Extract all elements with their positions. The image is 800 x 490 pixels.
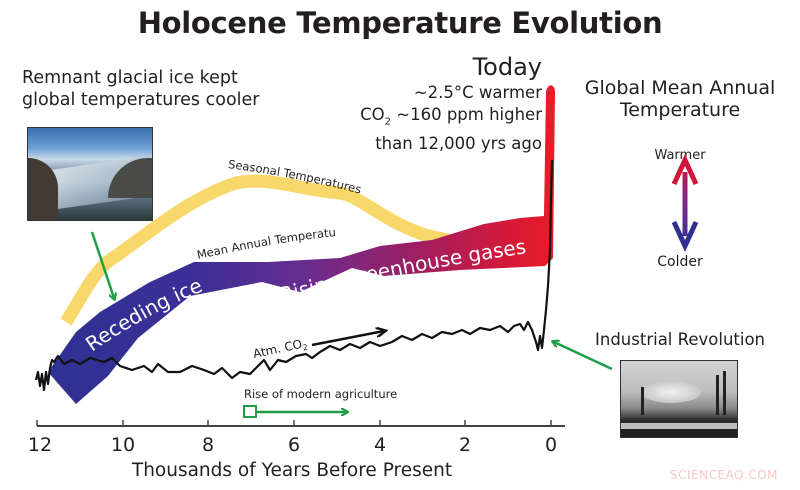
smokestack <box>723 371 726 415</box>
tick-label: 2 <box>459 434 471 456</box>
x-axis-tick-labels: 12 10 8 6 4 2 0 <box>28 434 557 456</box>
tick-label: 12 <box>28 434 52 456</box>
glacier-photo <box>27 127 153 221</box>
watermark: SCIENCEAQ.COM <box>670 468 778 482</box>
factory-water <box>621 423 737 429</box>
warmer-colder-arrow-icon <box>671 153 699 253</box>
temperature-scale-title: Global Mean Annual Temperature <box>575 77 785 121</box>
tick-label: 0 <box>545 434 557 456</box>
industrial-pointer-arrow <box>554 342 613 371</box>
today-heading: Today <box>472 53 542 81</box>
agriculture-start-marker <box>243 405 257 418</box>
seasonal-temperatures-band <box>60 174 482 326</box>
page-title: Holocene Temperature Evolution <box>137 6 663 40</box>
co2-trend-arrow <box>311 331 384 347</box>
smokestack <box>716 375 719 415</box>
atm-co2-line <box>34 159 554 392</box>
tick-label: 6 <box>288 434 300 456</box>
warmer-label: Warmer <box>654 148 706 163</box>
glacial-ice-note: Remnant glacial ice kept global temperat… <box>22 67 259 111</box>
mean-annual-temperatures-band <box>48 85 555 404</box>
x-axis-label: Thousands of Years Before Present <box>131 460 452 481</box>
industrial-revolution-label: Industrial Revolution <box>595 330 766 349</box>
x-axis <box>36 420 565 427</box>
glacier-pointer-arrow <box>90 231 114 298</box>
today-warming-text: ~2.5°C warmer <box>413 83 542 102</box>
industrial-factory-photo <box>620 360 738 438</box>
factory-smoke <box>641 381 701 403</box>
colder-label: Colder <box>657 254 703 270</box>
co2-subscript: 2 <box>384 116 392 128</box>
agriculture-label: Rise of modern agriculture <box>244 387 397 401</box>
scale-title-line-1: Global Mean Annual <box>584 77 776 99</box>
co2-prefix: CO <box>360 105 385 124</box>
atm-co2-label: Atm. CO2 <box>252 336 309 363</box>
tick-label: 10 <box>111 434 135 456</box>
scale-title-line-2: Temperature <box>619 99 741 121</box>
glacial-note-line-2: global temperatures cooler <box>22 90 260 110</box>
today-summary: Today ~2.5°C warmer CO2 ~160 ppm higher … <box>360 52 542 155</box>
smokestack <box>641 387 644 415</box>
today-reference-text: than 12,000 yrs ago <box>375 134 542 154</box>
glacial-note-line-1: Remnant glacial ice kept <box>22 68 238 88</box>
today-co2-text: CO2 ~160 ppm higher <box>360 104 542 133</box>
tick-label: 4 <box>374 434 386 456</box>
tick-label: 8 <box>202 434 214 456</box>
co2-suffix: ~160 ppm higher <box>391 105 542 124</box>
